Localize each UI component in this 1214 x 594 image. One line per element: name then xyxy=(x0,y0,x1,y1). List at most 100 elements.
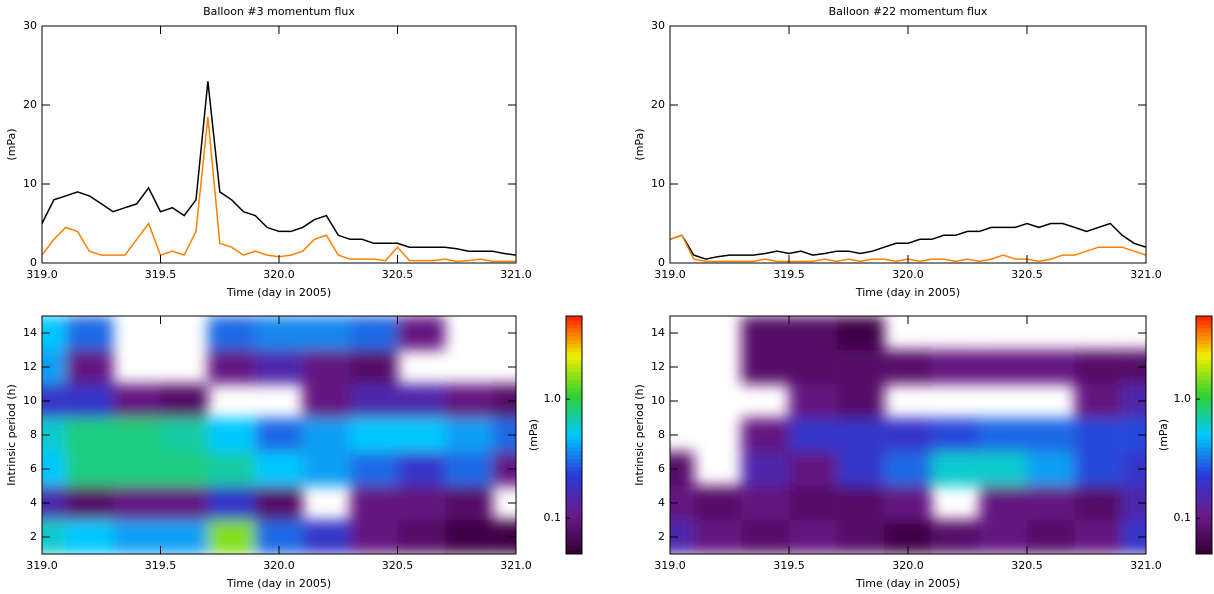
y-tick-label: 20 xyxy=(651,98,665,111)
colorbar-swatch xyxy=(1196,494,1212,499)
heatmap-cell xyxy=(160,486,208,520)
colorbar-swatch xyxy=(1196,395,1212,400)
colorbar-swatch xyxy=(1196,538,1212,543)
colorbar-swatch xyxy=(1196,435,1212,440)
heatmap-cell xyxy=(42,384,66,418)
x-tick-label: 319.0 xyxy=(26,559,58,572)
colorbar-swatch xyxy=(1196,478,1212,484)
heatmap-cell xyxy=(65,486,114,520)
heatmap-cell xyxy=(350,486,398,520)
colorbar-swatch xyxy=(566,550,582,555)
colorbar-swatch xyxy=(566,343,582,349)
heatmap-cell xyxy=(836,316,885,350)
heatmap-cell xyxy=(207,350,256,384)
x-tick-label: 321.0 xyxy=(1130,268,1162,281)
colorbar-swatch xyxy=(1196,490,1212,495)
colorbar-swatch xyxy=(1196,383,1212,388)
y-tick-label: 30 xyxy=(651,19,665,32)
x-axis-label: Time (day in 2005) xyxy=(226,577,331,590)
heatmap-cell xyxy=(670,486,694,520)
heatmap-cell xyxy=(207,486,256,520)
heatmap-cell xyxy=(350,452,398,486)
heatmap-cell xyxy=(836,350,885,384)
colorbar-swatch xyxy=(1196,454,1212,460)
colorbar-swatch xyxy=(1196,371,1212,376)
colorbar-swatch xyxy=(1196,335,1212,341)
heatmap-cell xyxy=(302,520,351,554)
heatmap-cell xyxy=(350,384,398,418)
heatmap-cell xyxy=(65,316,114,350)
x-tick-label: 320.5 xyxy=(382,268,414,281)
x-tick-label: 319.5 xyxy=(773,559,805,572)
heatmap-cell xyxy=(397,486,445,520)
heatmap-cell xyxy=(884,350,932,384)
colorbar-swatch xyxy=(566,391,582,396)
heatmap-cell xyxy=(42,520,66,554)
y-tick-label: 0 xyxy=(658,256,665,269)
colorbar-swatch xyxy=(566,542,582,547)
colorbar-swatch xyxy=(1196,351,1212,357)
colorbar-swatch xyxy=(566,490,582,495)
heatmap-cell xyxy=(160,520,208,554)
y-tick-label: 4 xyxy=(30,496,37,509)
heatmap-cell xyxy=(693,520,742,554)
colorbar-swatch xyxy=(1196,542,1212,547)
heatmap-cell xyxy=(207,452,256,486)
colorbar-swatch xyxy=(1196,339,1212,345)
heatmap-cell xyxy=(65,384,114,418)
heatmap-cell xyxy=(113,418,161,452)
heatmap-cell xyxy=(350,520,398,554)
heatmap-cell xyxy=(492,384,516,418)
colorbar-tick-label: 1.0 xyxy=(544,392,562,405)
colorbar-swatch xyxy=(566,395,582,400)
colorbar-swatch xyxy=(1196,363,1212,369)
colorbar-swatch xyxy=(1196,462,1212,468)
colorbar-swatch xyxy=(1196,403,1212,408)
plot-frame xyxy=(41,25,517,264)
y-axis-label: Intrinsic period (h) xyxy=(633,384,646,486)
colorbar-swatch xyxy=(566,316,582,321)
colorbar-swatch xyxy=(566,355,582,361)
heatmap-cell xyxy=(931,452,980,486)
heatmap-cell xyxy=(884,452,932,486)
colorbar-swatch xyxy=(566,494,582,499)
y-tick-label: 10 xyxy=(23,177,37,190)
colorbar-swatch xyxy=(566,530,582,535)
colorbar-swatch xyxy=(1196,550,1212,555)
heatmap-cell xyxy=(836,486,885,520)
heatmap-cell xyxy=(789,350,837,384)
heatmap-cell xyxy=(931,350,980,384)
y-tick-label: 20 xyxy=(23,98,37,111)
colorbar-swatch xyxy=(1196,506,1212,511)
x-tick-label: 319.5 xyxy=(145,559,177,572)
heatmap-cell xyxy=(931,520,980,554)
colorbar-swatch xyxy=(1196,316,1212,321)
y-tick-label: 2 xyxy=(30,530,37,543)
heatmap-cell xyxy=(979,452,1027,486)
colorbar-swatch xyxy=(1196,431,1212,436)
heatmap-cell xyxy=(444,452,493,486)
heatmap-cell xyxy=(741,316,789,350)
x-tick-label: 321.0 xyxy=(500,268,532,281)
colorbar-swatch xyxy=(566,359,582,365)
colorbar-swatch xyxy=(1196,427,1212,432)
colorbar-swatch xyxy=(1196,446,1212,452)
heatmap-cell xyxy=(789,384,837,418)
colorbar-swatch xyxy=(566,387,582,392)
heatmap-cell xyxy=(979,486,1027,520)
x-tick-label: 320.0 xyxy=(892,559,924,572)
heatmap-cell xyxy=(255,350,303,384)
heatmap-cell xyxy=(113,486,161,520)
heatmap-cell xyxy=(207,418,256,452)
heatmap-cell xyxy=(979,350,1027,384)
heatmap-cell xyxy=(42,486,66,520)
colorbar-swatch xyxy=(1196,423,1212,428)
colorbar-swatch xyxy=(566,427,582,432)
heatmap-cell xyxy=(1027,452,1075,486)
colorbar-label: (mPa) xyxy=(1157,419,1170,451)
heatmap-cell xyxy=(884,486,932,520)
heatmap-cell xyxy=(255,418,303,452)
colorbar-swatch xyxy=(566,363,582,369)
colorbar-swatch xyxy=(566,502,582,507)
x-tick-label: 319.0 xyxy=(654,268,686,281)
